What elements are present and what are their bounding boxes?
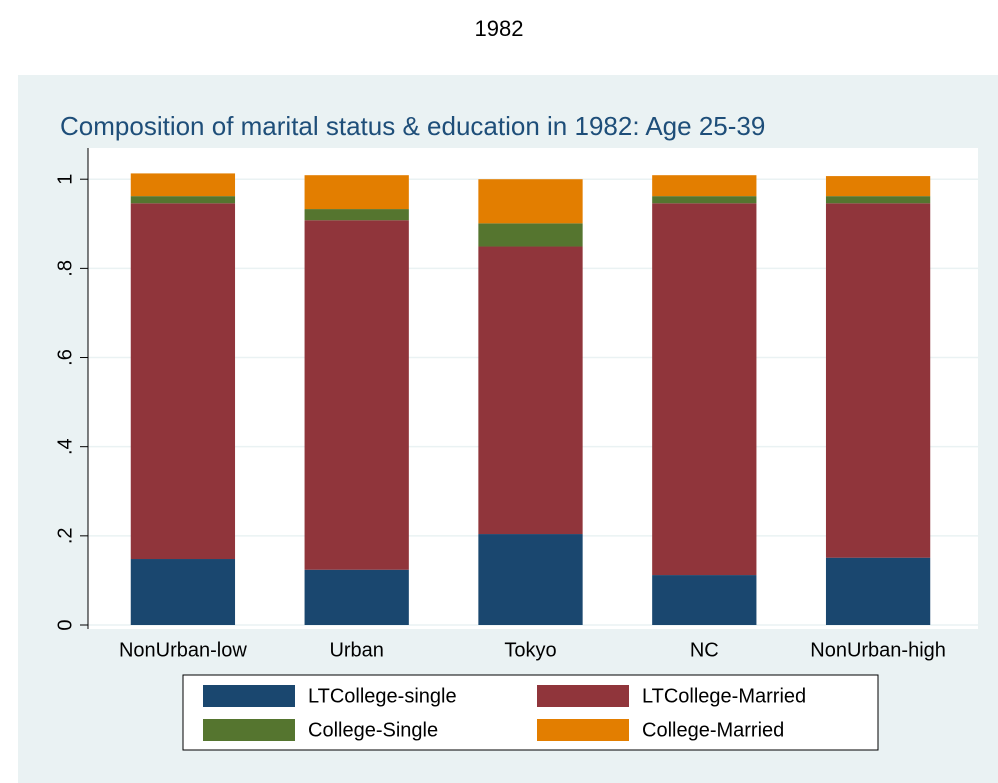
bar-segment [304, 209, 409, 221]
bar-segment [478, 179, 583, 224]
bar-segment [825, 196, 931, 204]
x-tick-label: Tokyo [504, 639, 556, 661]
legend-label: LTCollege-Married [642, 685, 806, 707]
bar-segment [652, 175, 757, 197]
bar-segment [130, 559, 236, 625]
y-tick-label: .2 [54, 527, 76, 544]
x-tick-label: Urban [329, 639, 383, 661]
legend-swatch [537, 685, 629, 707]
legend-swatch [537, 719, 629, 741]
legend-swatch [203, 719, 295, 741]
y-tick-label: .6 [54, 349, 76, 366]
bar-segment [304, 220, 409, 570]
bar-segment [130, 173, 236, 197]
bar-segment [825, 557, 931, 625]
legend-label: College-Single [308, 719, 438, 741]
bar-segment [825, 176, 931, 197]
legend-label: College-Married [642, 719, 784, 741]
legend-label: LTCollege-single [308, 685, 457, 707]
legend [182, 674, 879, 751]
x-tick-label: NonUrban-high [810, 639, 946, 661]
x-tick-label: NC [690, 639, 719, 661]
bar-segment [652, 575, 757, 625]
bar-segment [652, 203, 757, 576]
chart-title: Composition of marital status & educatio… [60, 111, 765, 141]
bar-segment [304, 569, 409, 625]
y-tick-label: 1 [54, 174, 76, 185]
bar-segment [478, 534, 583, 625]
page-heading: 1982 [475, 16, 524, 41]
bar-segment [130, 196, 236, 204]
bar-segment [652, 196, 757, 204]
bar-segment [478, 246, 583, 535]
bar-segment [478, 223, 583, 247]
y-tick-label: .4 [54, 438, 76, 455]
bar-segment [304, 175, 409, 210]
bar-segment [825, 203, 931, 558]
y-tick-label: 0 [54, 619, 76, 630]
bar-segment [130, 203, 236, 560]
legend-swatch [203, 685, 295, 707]
y-tick-label: .8 [54, 260, 76, 277]
x-tick-label: NonUrban-low [119, 639, 247, 661]
